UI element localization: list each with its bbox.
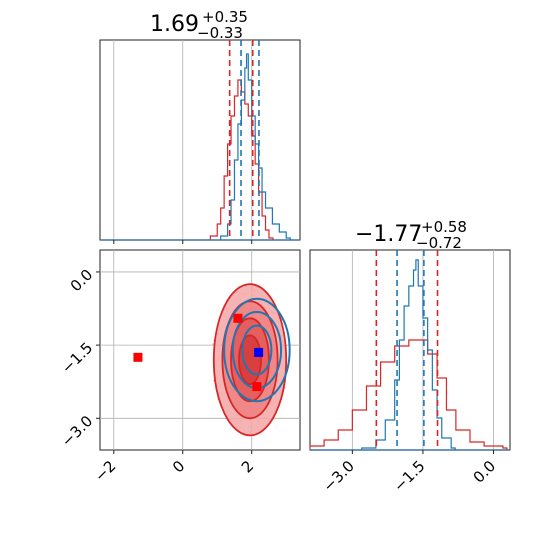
x-tick-label: 0 — [169, 457, 188, 476]
hist-panel-y: −3.0 −1.5 0.0 −1.77 +0.58 −0.72 — [309, 218, 511, 495]
hist-y-blue-series — [310, 259, 510, 451]
contour-red — [238, 334, 262, 386]
hist-y-title-minus: −0.72 — [416, 234, 462, 252]
y-tick-label: −1.5 — [58, 339, 96, 377]
marker-point — [254, 347, 264, 357]
contour-blue — [223, 297, 291, 403]
hist-x-title-plus: +0.35 — [202, 8, 248, 26]
marker-point — [133, 352, 143, 362]
y-tick-label: −3.0 — [58, 412, 96, 450]
x-tick-label: −2 — [91, 457, 119, 485]
scatter-point — [212, 343, 214, 346]
hist-y-title-value: −1.77 — [355, 222, 422, 247]
marker-point — [233, 313, 243, 323]
x-tick-label: −1.5 — [390, 457, 428, 495]
marker-point — [252, 382, 262, 392]
x-tick-label: 2 — [238, 457, 257, 476]
hist-x-blue-series — [100, 53, 300, 241]
x-tick-label: −3.0 — [320, 457, 358, 495]
hist-panel-x: 1.69 +0.35 −0.33 — [99, 8, 301, 244]
scatter-panel: −2 0 2 0.0 −1.5 −3.0 — [58, 249, 301, 485]
x-tick-label: 0.0 — [470, 457, 500, 487]
y-tick-label: 0.0 — [67, 266, 97, 296]
hist-x-title-minus: −0.33 — [197, 24, 243, 42]
hist-x-title-value: 1.69 — [150, 12, 199, 37]
hist-y-title-plus: +0.58 — [421, 218, 467, 236]
contour-blue — [241, 324, 273, 376]
